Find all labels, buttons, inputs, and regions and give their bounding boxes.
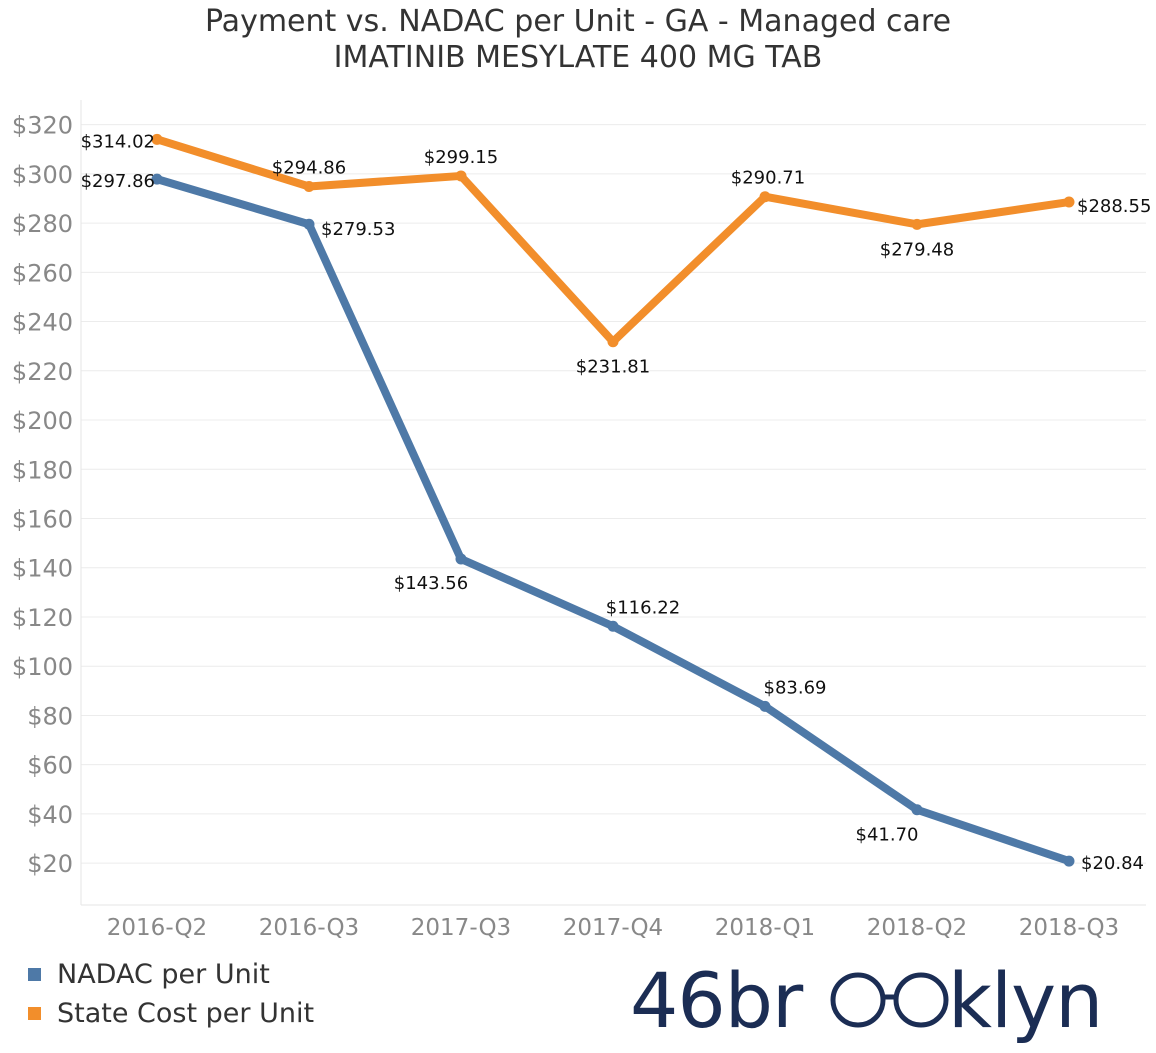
data-label: $41.70 bbox=[856, 825, 919, 846]
data-label: $288.55 bbox=[1077, 196, 1151, 217]
data-label: $279.48 bbox=[880, 239, 954, 260]
y-tick-label: $140 bbox=[12, 555, 73, 583]
x-tick-label: 2018-Q1 bbox=[715, 915, 815, 941]
data-point[interactable] bbox=[607, 336, 619, 348]
data-label: $116.22 bbox=[606, 597, 680, 618]
y-tick-label: $100 bbox=[12, 653, 73, 681]
data-labels: $297.86 $279.53 $143.56 $116.22 $83.69 $41.70… bbox=[81, 131, 1152, 874]
y-tick-labels: $20 $40 $60 $80 $100 $120 $140 $160 $180 $200 $220… bbox=[12, 112, 73, 879]
chart-title: Payment vs. NADAC per Unit - GA - Manage… bbox=[204, 4, 952, 39]
line-chart: $20 $40 $60 $80 $100 $120 $140 $160 $180 $200 $220… bbox=[12, 100, 1152, 941]
legend-swatch-nadac bbox=[28, 968, 41, 981]
y-tick-label: $220 bbox=[12, 358, 73, 386]
y-tick-label: $260 bbox=[12, 259, 73, 287]
data-point[interactable] bbox=[607, 620, 619, 632]
x-tick-label: 2016-Q2 bbox=[107, 915, 207, 941]
chart-subtitle: IMATINIB MESYLATE 400 MG TAB bbox=[333, 40, 823, 75]
legend-item-state-cost[interactable]: State Cost per Unit bbox=[28, 994, 314, 1033]
legend: NADAC per Unit State Cost per Unit bbox=[28, 955, 314, 1033]
data-point[interactable] bbox=[759, 191, 771, 203]
data-label: $299.15 bbox=[424, 147, 498, 168]
data-point[interactable] bbox=[151, 173, 163, 185]
legend-label-nadac: NADAC per Unit bbox=[57, 959, 270, 990]
data-point[interactable] bbox=[303, 218, 315, 230]
y-tick-label: $80 bbox=[27, 702, 73, 730]
x-tick-label: 2018-Q2 bbox=[867, 915, 967, 941]
data-label: $290.71 bbox=[731, 168, 805, 189]
data-label: $83.69 bbox=[764, 677, 827, 698]
data-label: $20.84 bbox=[1081, 853, 1144, 874]
y-tick-label: $320 bbox=[12, 112, 73, 140]
data-point[interactable] bbox=[911, 218, 923, 230]
x-tick-label: 2017-Q4 bbox=[563, 915, 663, 941]
data-point[interactable] bbox=[759, 700, 771, 712]
chart-title-block: Payment vs. NADAC per Unit - GA - Manage… bbox=[0, 4, 1156, 76]
brand-suffix: klyn bbox=[948, 956, 1102, 1045]
data-point[interactable] bbox=[455, 170, 467, 182]
y-tick-label: $240 bbox=[12, 309, 73, 337]
y-tick-label: $60 bbox=[27, 752, 73, 780]
y-tick-label: $160 bbox=[12, 506, 73, 534]
data-point[interactable] bbox=[151, 133, 163, 145]
brand-logo: 46br klyn bbox=[630, 956, 1103, 1045]
x-tick-label: 2018-Q3 bbox=[1019, 915, 1119, 941]
y-tick-label: $20 bbox=[27, 850, 73, 878]
series-line bbox=[153, 175, 1073, 866]
data-label: $294.86 bbox=[272, 158, 346, 179]
legend-label-state-cost: State Cost per Unit bbox=[57, 998, 315, 1029]
brand-prefix: 46br bbox=[630, 956, 804, 1045]
data-label: $279.53 bbox=[321, 219, 395, 240]
legend-item-nadac[interactable]: NADAC per Unit bbox=[28, 955, 314, 994]
x-tick-label: 2017-Q3 bbox=[411, 915, 511, 941]
y-tick-label: $200 bbox=[12, 407, 73, 435]
x-tick-labels: 2016-Q2 2016-Q3 2017-Q3 2017-Q4 2018-Q1 2018-… bbox=[107, 915, 1119, 941]
data-point[interactable] bbox=[1063, 196, 1075, 208]
brand-glasses-right-lens bbox=[893, 972, 949, 1028]
x-tick-label: 2016-Q3 bbox=[259, 915, 359, 941]
series-lines bbox=[151, 133, 1075, 867]
y-tick-label: $280 bbox=[12, 210, 73, 238]
y-tick-label: $40 bbox=[27, 801, 73, 829]
brand-glasses-left-lens bbox=[830, 972, 886, 1028]
gridlines bbox=[81, 124, 1146, 864]
data-point[interactable] bbox=[455, 553, 467, 565]
legend-swatch-state-cost bbox=[28, 1007, 41, 1020]
data-label: $314.02 bbox=[81, 131, 155, 152]
data-label: $297.86 bbox=[81, 171, 155, 192]
data-point[interactable] bbox=[303, 181, 315, 193]
y-tick-label: $120 bbox=[12, 604, 73, 632]
data-label: $143.56 bbox=[394, 573, 468, 594]
data-point[interactable] bbox=[911, 804, 923, 816]
y-tick-label: $300 bbox=[12, 161, 73, 189]
y-tick-label: $180 bbox=[12, 456, 73, 484]
data-point[interactable] bbox=[1063, 855, 1075, 867]
data-label: $231.81 bbox=[576, 357, 650, 378]
